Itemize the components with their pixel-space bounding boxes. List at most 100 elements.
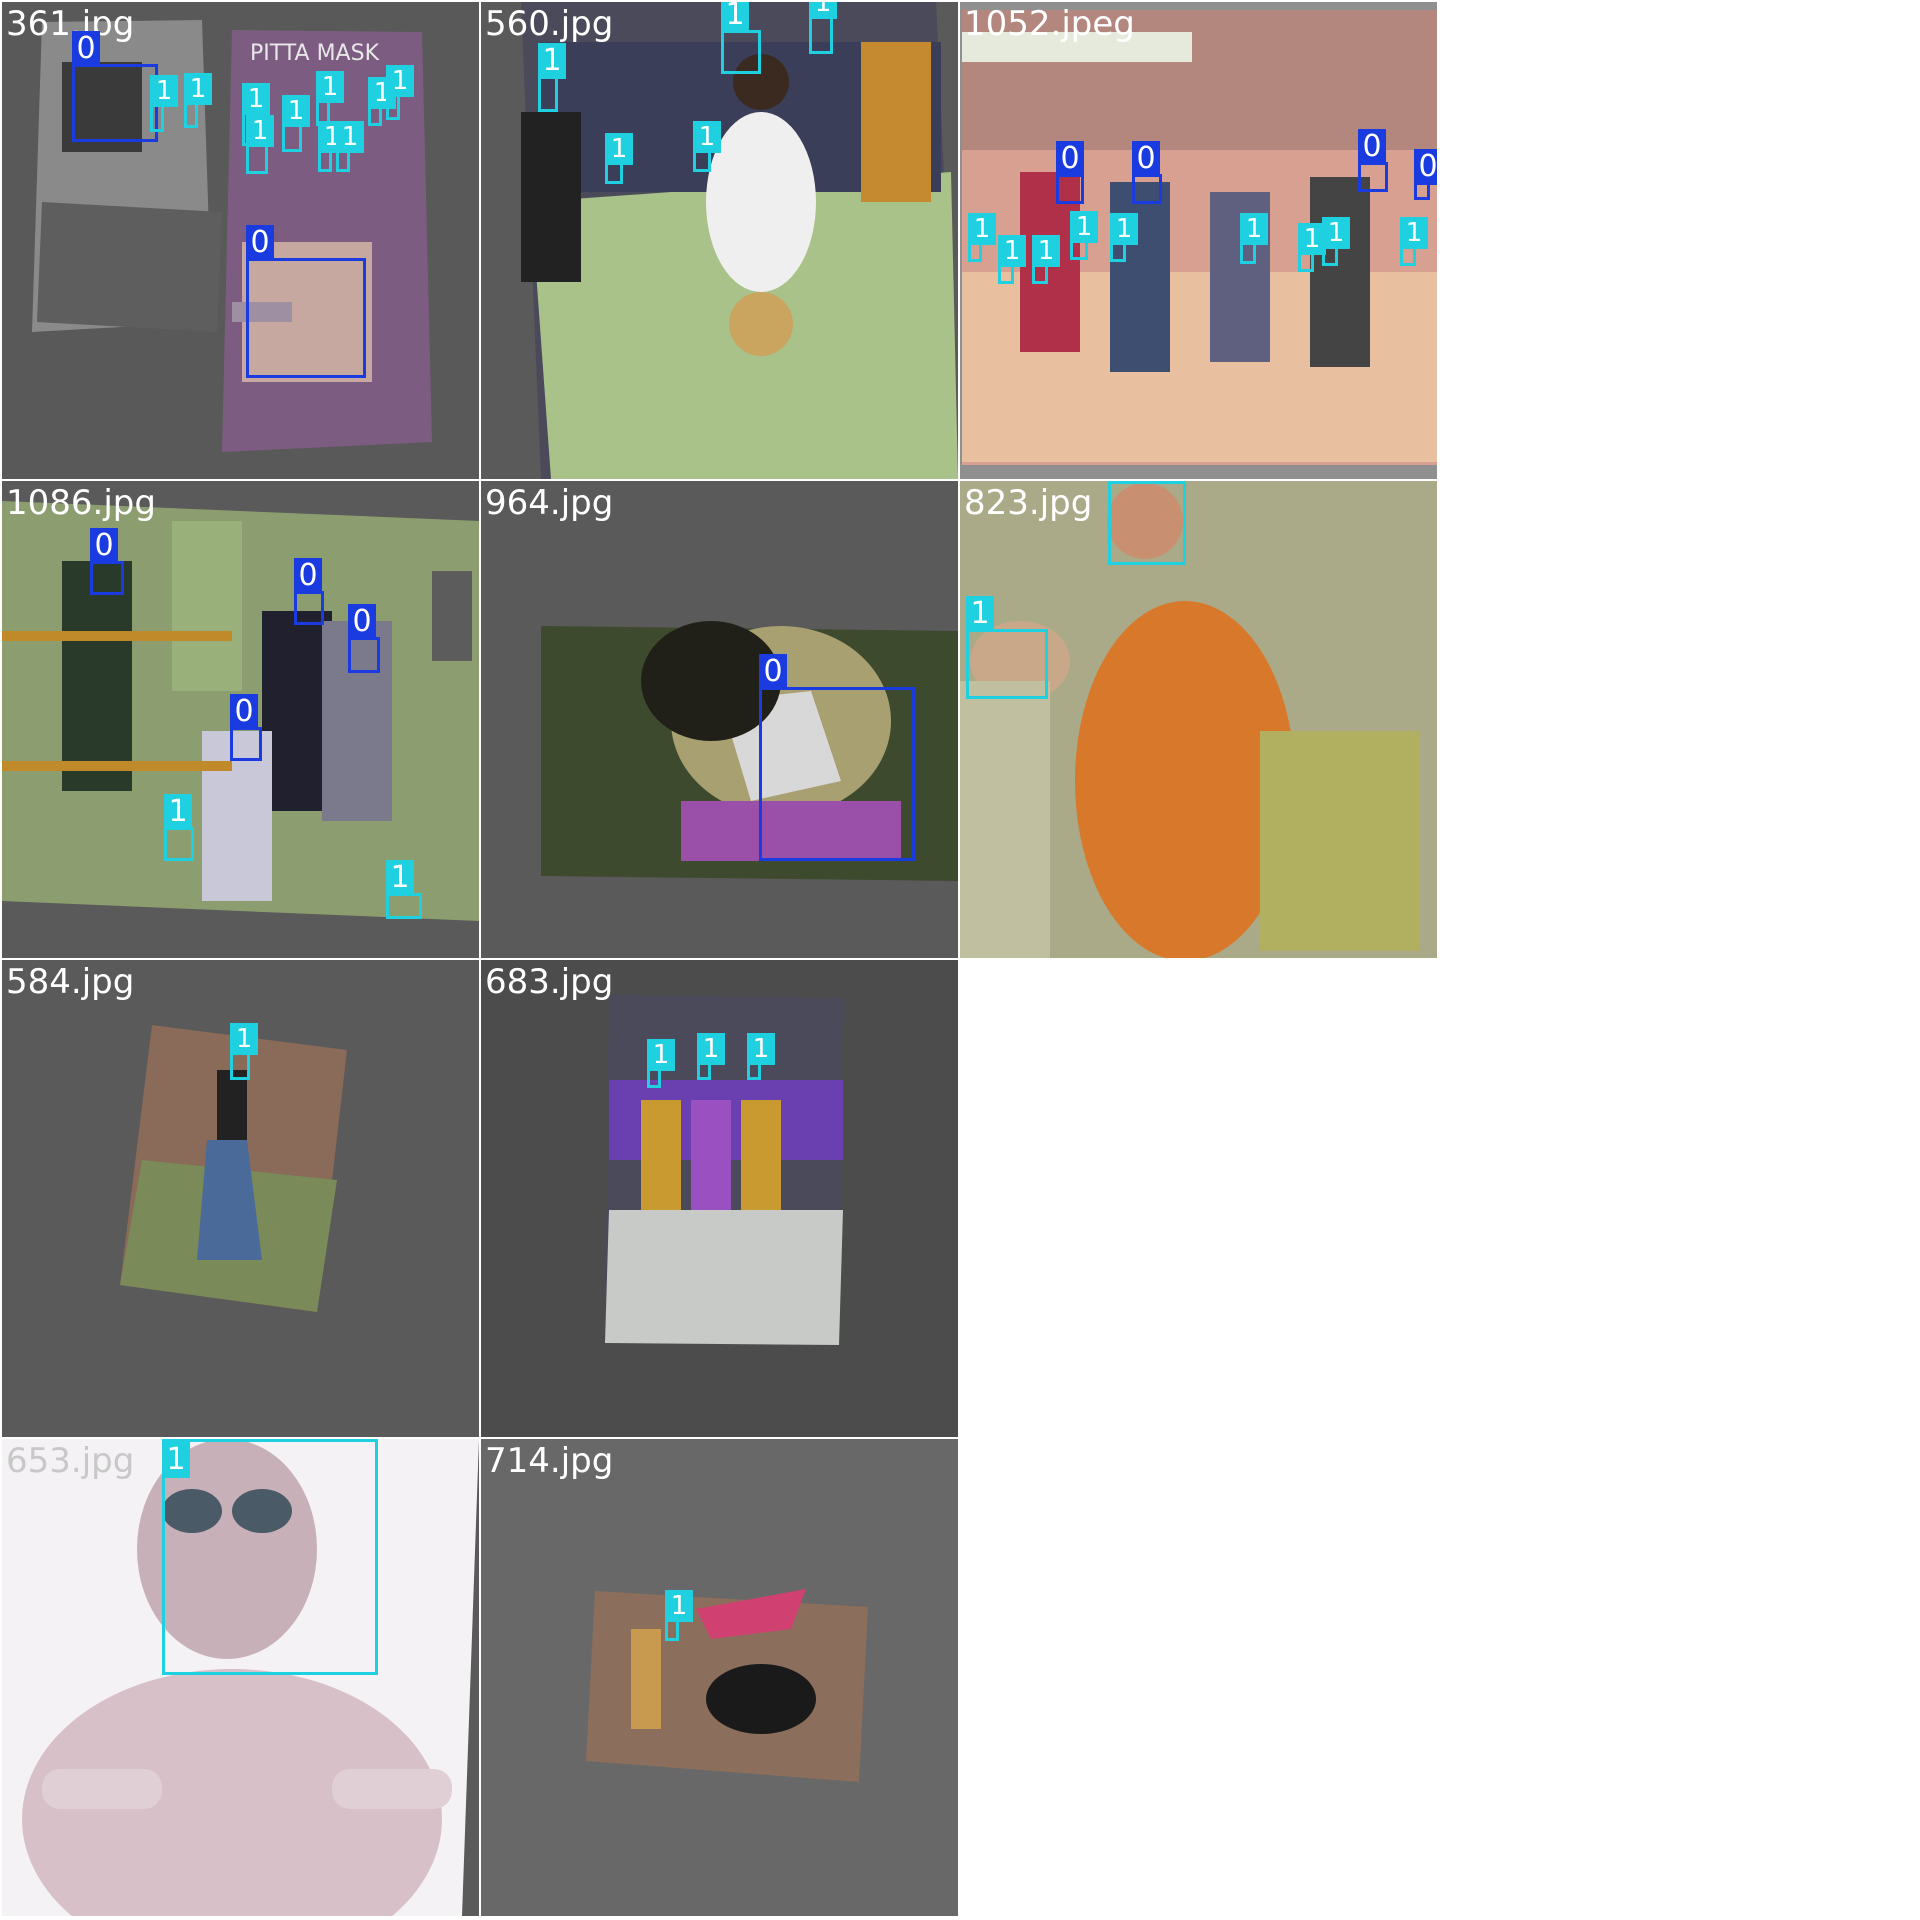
- box-mask: 1: [647, 1039, 675, 1088]
- tile-title: 1052.jpeg: [964, 4, 1135, 44]
- box-label: 1: [1298, 223, 1326, 255]
- tile-title: 361.jpg: [6, 4, 135, 44]
- box-mask: 1: [1070, 211, 1098, 260]
- box-no-mask: 0: [72, 31, 158, 142]
- box-label: 1: [721, 2, 749, 33]
- box-mask: 1: [1032, 235, 1060, 284]
- box-label: 0: [759, 654, 787, 690]
- box-no-mask: 0: [1358, 129, 1388, 192]
- photo-683: [481, 960, 958, 1437]
- box-label: 1: [697, 1033, 725, 1065]
- image-tile-683: 683.jpg 1 1 1: [481, 960, 958, 1437]
- box-mask: 1: [998, 235, 1026, 284]
- box-mask: 1: [968, 213, 996, 262]
- box-mask: 1: [162, 1439, 378, 1675]
- box-label: 1: [184, 73, 212, 105]
- box-mask: 1: [246, 115, 274, 174]
- box-label: 1: [1400, 217, 1428, 249]
- box-label: 1: [538, 43, 566, 79]
- box-label: 0: [230, 694, 258, 730]
- box-label: 1: [1240, 213, 1268, 245]
- box-label: 1: [968, 213, 996, 245]
- box-mask: 1: [665, 1590, 693, 1641]
- box-mask: 1: [538, 43, 566, 112]
- box-no-mask: 0: [1056, 141, 1084, 204]
- box-mask: 1: [282, 95, 310, 152]
- box-mask: 1: [386, 860, 422, 919]
- box-mask: 1: [368, 77, 396, 126]
- box-no-mask: 0: [230, 694, 262, 761]
- box-label: 1: [966, 596, 994, 632]
- box-label: 0: [90, 528, 118, 564]
- image-tile-714: 714.jpg 1: [481, 1439, 958, 1916]
- box-label: 1: [316, 71, 344, 103]
- photo-653: [2, 1439, 479, 1916]
- box-mask: 1: [721, 2, 761, 74]
- photo-560: [481, 2, 958, 479]
- box-label: 1: [809, 2, 837, 19]
- box-mask: 1: [1240, 213, 1268, 264]
- box-no-mask: 0: [294, 558, 324, 625]
- box-no-mask: 0: [90, 528, 124, 595]
- box-label: 1: [747, 1033, 775, 1065]
- image-tile-584: 584.jpg 1: [2, 960, 479, 1437]
- box-label: 0: [348, 604, 376, 640]
- box-mask: 1: [1108, 481, 1186, 565]
- svg-text:PITTA MASK: PITTA MASK: [250, 41, 380, 66]
- box-label: 1: [693, 121, 721, 153]
- photo-714: [481, 1439, 958, 1916]
- box-label: 0: [72, 31, 100, 67]
- image-tile-964: 964.jpg 0: [481, 481, 958, 958]
- box-label: 1: [386, 860, 414, 896]
- box-mask: 1: [318, 121, 346, 172]
- box-label: 1: [665, 1590, 693, 1622]
- tile-title: 1086.jpg: [6, 483, 156, 523]
- box-mask: 1: [1400, 217, 1428, 266]
- box-label: 1: [386, 65, 414, 97]
- tile-title: 683.jpg: [485, 962, 614, 1002]
- box-mask: 1: [605, 133, 633, 184]
- box-label: 1: [605, 133, 633, 165]
- box-label: 1: [647, 1039, 675, 1071]
- box-mask: 1: [1322, 217, 1350, 266]
- box-mask: 1: [809, 2, 837, 54]
- box-mask: 1: [747, 1033, 775, 1080]
- box-label: 1: [230, 1023, 258, 1055]
- tile-title: 560.jpg: [485, 4, 614, 44]
- box-mask: 1: [242, 83, 270, 146]
- tile-title: 823.jpg: [964, 483, 1093, 523]
- tile-title: 653.jpg: [6, 1441, 135, 1481]
- image-tile-1052: 1052.jpeg 0 0 0 0 1 1 1 1 1 1 1 1 1: [960, 2, 1437, 479]
- box-label: 1: [1108, 481, 1136, 484]
- box-mask: 1: [966, 596, 1048, 699]
- tile-title: 584.jpg: [6, 962, 135, 1002]
- box-label: 1: [336, 121, 364, 153]
- box-label: 1: [164, 794, 192, 830]
- box-mask: 1: [150, 75, 178, 132]
- box-label: 1: [998, 235, 1026, 267]
- box-mask: 1: [386, 65, 414, 120]
- box-label: 0: [1132, 141, 1160, 177]
- box-mask: 1: [1110, 213, 1138, 262]
- image-tile-1086: 1086.jpg 0 0 0 0 1 1: [2, 481, 479, 958]
- image-tile-361: PITTA MASK 361.jpg 0 1 1 1 1 1 1 1 1 1 1…: [2, 2, 479, 479]
- box-label: 1: [282, 95, 310, 127]
- box-label: 0: [246, 225, 274, 261]
- box-no-mask: 0: [1132, 141, 1162, 204]
- tile-title: 964.jpg: [485, 483, 614, 523]
- box-mask: 1: [316, 71, 344, 126]
- box-label: 0: [294, 558, 322, 594]
- box-label: 1: [1070, 211, 1098, 243]
- box-mask: 1: [336, 121, 364, 172]
- box-label: 0: [1414, 149, 1437, 185]
- image-tile-653: 653.jpg 1: [2, 1439, 479, 1916]
- box-no-mask: 0: [246, 225, 366, 378]
- box-label: 1: [246, 115, 274, 147]
- box-label: 1: [1032, 235, 1060, 267]
- image-tile-823: 823.jpg 1 1: [960, 481, 1437, 958]
- box-label: 1: [150, 75, 178, 107]
- image-tile-560: 560.jpg 1 1 1 1 1: [481, 2, 958, 479]
- box-label: 1: [1322, 217, 1350, 249]
- box-no-mask: 0: [1414, 149, 1437, 200]
